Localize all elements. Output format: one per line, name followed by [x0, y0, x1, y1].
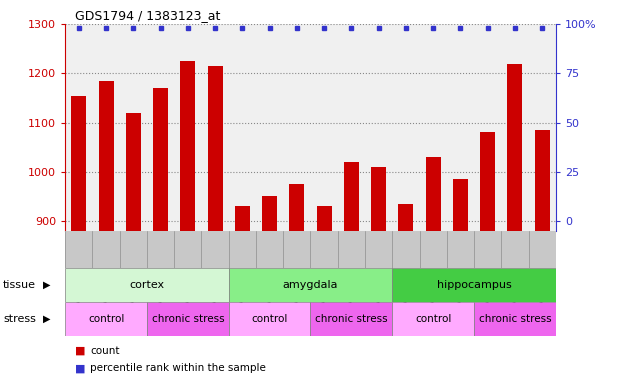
Bar: [65, 268, 229, 302]
Bar: [229, 302, 310, 336]
Bar: [262, 196, 277, 231]
Text: count: count: [90, 346, 120, 355]
Bar: [507, 64, 522, 231]
Bar: [317, 206, 332, 231]
Text: GDS1794 / 1383123_at: GDS1794 / 1383123_at: [75, 9, 220, 22]
Text: hippocampus: hippocampus: [437, 280, 512, 290]
Text: stress: stress: [3, 314, 36, 324]
Bar: [425, 157, 441, 231]
Text: ■: ■: [75, 346, 85, 355]
Text: control: control: [415, 314, 451, 324]
Bar: [99, 81, 114, 231]
Bar: [399, 204, 414, 231]
Bar: [310, 302, 392, 336]
Text: tissue: tissue: [3, 280, 36, 290]
Bar: [474, 302, 556, 336]
Text: chronic stress: chronic stress: [152, 314, 224, 324]
Bar: [147, 302, 229, 336]
Text: control: control: [88, 314, 124, 324]
Bar: [180, 61, 196, 231]
Bar: [535, 130, 550, 231]
Bar: [235, 206, 250, 231]
Bar: [453, 179, 468, 231]
Bar: [371, 167, 386, 231]
Text: chronic stress: chronic stress: [315, 314, 388, 324]
Text: ■: ■: [75, 363, 85, 373]
Text: ▶: ▶: [43, 314, 50, 324]
Bar: [65, 302, 147, 336]
Bar: [153, 88, 168, 231]
Bar: [289, 184, 304, 231]
Text: amygdala: amygdala: [283, 280, 338, 290]
Bar: [229, 268, 392, 302]
Text: control: control: [252, 314, 288, 324]
Bar: [126, 113, 141, 231]
Bar: [207, 66, 222, 231]
Bar: [344, 162, 359, 231]
Text: percentile rank within the sample: percentile rank within the sample: [90, 363, 266, 373]
Bar: [392, 302, 474, 336]
Text: ▶: ▶: [43, 280, 50, 290]
Text: chronic stress: chronic stress: [479, 314, 551, 324]
Bar: [71, 96, 86, 231]
Bar: [392, 268, 556, 302]
Text: cortex: cortex: [129, 280, 165, 290]
Bar: [480, 132, 495, 231]
